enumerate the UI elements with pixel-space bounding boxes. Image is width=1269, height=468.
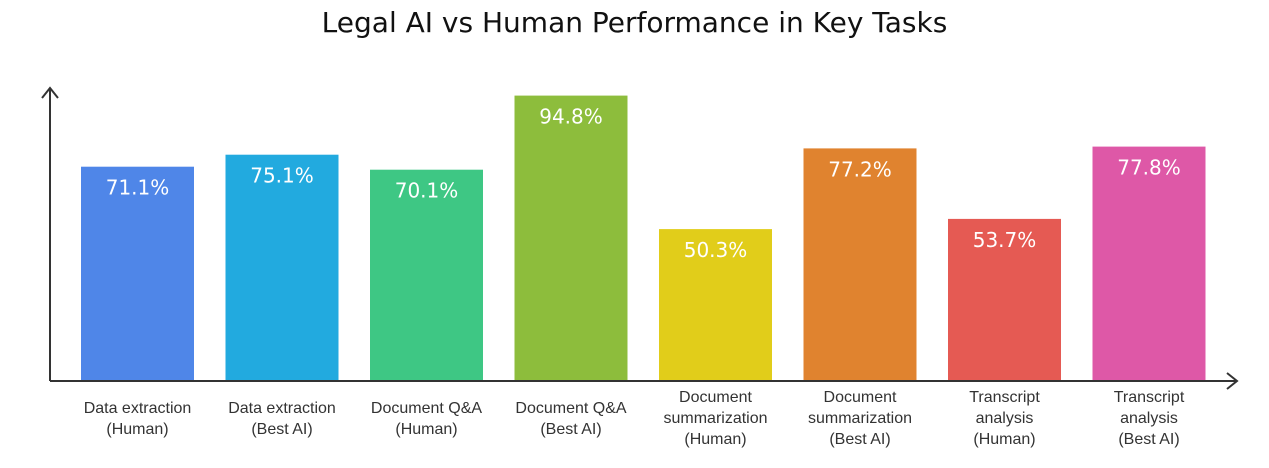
bar-value-label: 53.7%: [973, 228, 1037, 252]
category-label-line: (Human): [973, 431, 1035, 448]
category-label-line: Document Q&A: [371, 400, 482, 417]
category-label-line: (Human): [395, 421, 457, 438]
category-label-line: analysis: [976, 410, 1034, 427]
category-label-line: (Best AI): [829, 431, 890, 448]
category-label: Transcript analysis (Best AI): [1114, 389, 1185, 448]
category-label: Document summarization (Human): [663, 389, 767, 448]
bar-3: [370, 169, 483, 380]
bar-value-label: 70.1%: [395, 179, 459, 203]
category-label-line: (Best AI): [1118, 431, 1179, 448]
category-label-line: analysis: [1120, 410, 1178, 427]
bar-6: [803, 148, 917, 380]
value-labels-layer: 71.1% 75.1% 70.1% 94.8% 50.3% 77.2% 53.7% 77.8%: [106, 105, 1181, 263]
x-axis-arrow-icon: [1226, 372, 1239, 390]
bar-1: [81, 166, 194, 380]
bar-value-label: 77.8%: [1117, 156, 1181, 180]
bars-layer: [81, 95, 1206, 380]
category-label: Document Q&A (Best AI): [515, 400, 626, 438]
category-label: Data extraction (Best AI): [228, 400, 336, 438]
category-label-line: Document: [824, 389, 897, 406]
bar-8: [1092, 146, 1206, 380]
category-label-line: (Best AI): [540, 421, 601, 438]
bar-4: [514, 95, 628, 380]
bar-7: [948, 218, 1061, 380]
category-label-line: Transcript: [969, 389, 1040, 406]
category-label: Data extraction (Human): [84, 400, 192, 438]
category-label: Document summarization (Best AI): [808, 389, 912, 448]
category-label-line: (Human): [684, 431, 746, 448]
axes: [41, 86, 1239, 390]
category-label-line: Document Q&A: [515, 400, 626, 417]
bar-2: [225, 154, 339, 380]
bar-value-label: 77.2%: [828, 157, 892, 181]
category-label-line: Data extraction: [84, 400, 192, 417]
bar-value-label: 75.1%: [250, 164, 314, 188]
category-label-line: (Best AI): [251, 421, 312, 438]
bar-5: [659, 229, 772, 380]
category-label-line: Document: [679, 389, 752, 406]
chart-title: Legal AI vs Human Performance in Key Tas…: [321, 6, 948, 39]
category-labels-layer: Data extraction (Human) Data extraction (Be…: [84, 389, 1185, 448]
category-label-line: Transcript: [1114, 389, 1185, 406]
category-label-line: summarization: [663, 410, 767, 427]
bar-value-label: 94.8%: [539, 105, 603, 129]
y-axis-arrow-icon: [41, 86, 59, 99]
bar-value-label: 71.1%: [106, 176, 170, 200]
category-label-line: summarization: [808, 410, 912, 427]
category-label-line: Data extraction: [228, 400, 336, 417]
bar-value-label: 50.3%: [684, 238, 748, 262]
category-label: Document Q&A (Human): [371, 400, 482, 438]
category-label-line: (Human): [106, 421, 168, 438]
category-label: Transcript analysis (Human): [969, 389, 1040, 448]
